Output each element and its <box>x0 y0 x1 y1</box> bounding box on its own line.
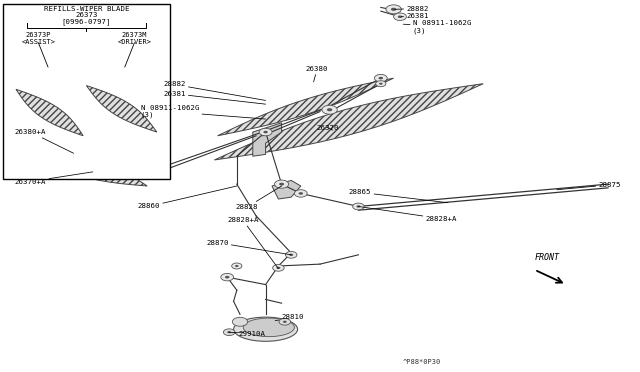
Text: 26381: 26381 <box>163 91 266 104</box>
Circle shape <box>398 15 403 18</box>
Circle shape <box>289 254 293 256</box>
Circle shape <box>379 83 383 85</box>
Circle shape <box>294 190 307 197</box>
Circle shape <box>223 329 235 336</box>
Circle shape <box>232 263 242 269</box>
Circle shape <box>298 192 303 195</box>
Text: 26373M
<DRIVER>: 26373M <DRIVER> <box>117 32 152 45</box>
Text: FRONT: FRONT <box>534 253 559 262</box>
Text: 28810: 28810 <box>275 314 304 321</box>
Circle shape <box>283 321 287 323</box>
Circle shape <box>232 317 248 326</box>
Text: ^P88*0P30: ^P88*0P30 <box>403 359 442 365</box>
Circle shape <box>225 276 230 278</box>
Text: REFILLS-WIPER BLADE: REFILLS-WIPER BLADE <box>44 6 129 12</box>
Polygon shape <box>86 86 157 132</box>
Text: 28828+A: 28828+A <box>227 217 278 269</box>
Circle shape <box>327 108 332 111</box>
Text: [0996-0797]: [0996-0797] <box>61 18 111 25</box>
Circle shape <box>285 251 297 258</box>
Text: 26380+A: 26380+A <box>15 129 74 153</box>
Text: 28882: 28882 <box>395 6 429 12</box>
Text: 26370: 26370 <box>317 125 339 131</box>
Text: 26373: 26373 <box>75 12 98 18</box>
Circle shape <box>391 8 396 11</box>
Text: N 08911-1062G
(3): N 08911-1062G (3) <box>403 20 471 33</box>
Circle shape <box>279 318 291 325</box>
Circle shape <box>273 264 284 271</box>
Text: 26373P
<ASSIST>: 26373P <ASSIST> <box>21 32 56 45</box>
Polygon shape <box>29 149 147 186</box>
Ellipse shape <box>234 317 298 341</box>
Circle shape <box>353 203 364 210</box>
Circle shape <box>227 331 231 333</box>
Text: 28828: 28828 <box>236 186 282 210</box>
Circle shape <box>376 81 386 87</box>
Text: 29910A: 29910A <box>229 331 266 337</box>
Circle shape <box>322 105 337 114</box>
Circle shape <box>279 183 284 186</box>
Circle shape <box>235 265 239 267</box>
Text: 28860: 28860 <box>138 186 237 209</box>
Polygon shape <box>272 180 301 199</box>
Circle shape <box>275 180 289 188</box>
Text: N 08911-1062G
(3): N 08911-1062G (3) <box>141 105 266 119</box>
Circle shape <box>259 128 272 136</box>
Text: 28875: 28875 <box>557 182 621 190</box>
Circle shape <box>263 131 268 133</box>
Text: 28870: 28870 <box>206 240 291 255</box>
Circle shape <box>378 77 383 80</box>
Text: 26381: 26381 <box>401 13 429 19</box>
Polygon shape <box>253 123 282 156</box>
Ellipse shape <box>243 318 294 337</box>
Text: 26380: 26380 <box>306 66 328 82</box>
Circle shape <box>356 205 360 208</box>
Text: 28865: 28865 <box>349 189 448 203</box>
Text: 26370+A: 26370+A <box>15 172 93 185</box>
Circle shape <box>386 5 401 14</box>
FancyBboxPatch shape <box>3 4 170 179</box>
Text: 28828+A: 28828+A <box>358 206 457 222</box>
Circle shape <box>221 273 234 281</box>
Polygon shape <box>214 84 483 160</box>
Polygon shape <box>16 89 83 136</box>
Circle shape <box>374 74 387 82</box>
Circle shape <box>394 13 406 20</box>
Circle shape <box>276 267 280 269</box>
Text: 28882: 28882 <box>163 81 266 100</box>
Polygon shape <box>218 78 394 136</box>
